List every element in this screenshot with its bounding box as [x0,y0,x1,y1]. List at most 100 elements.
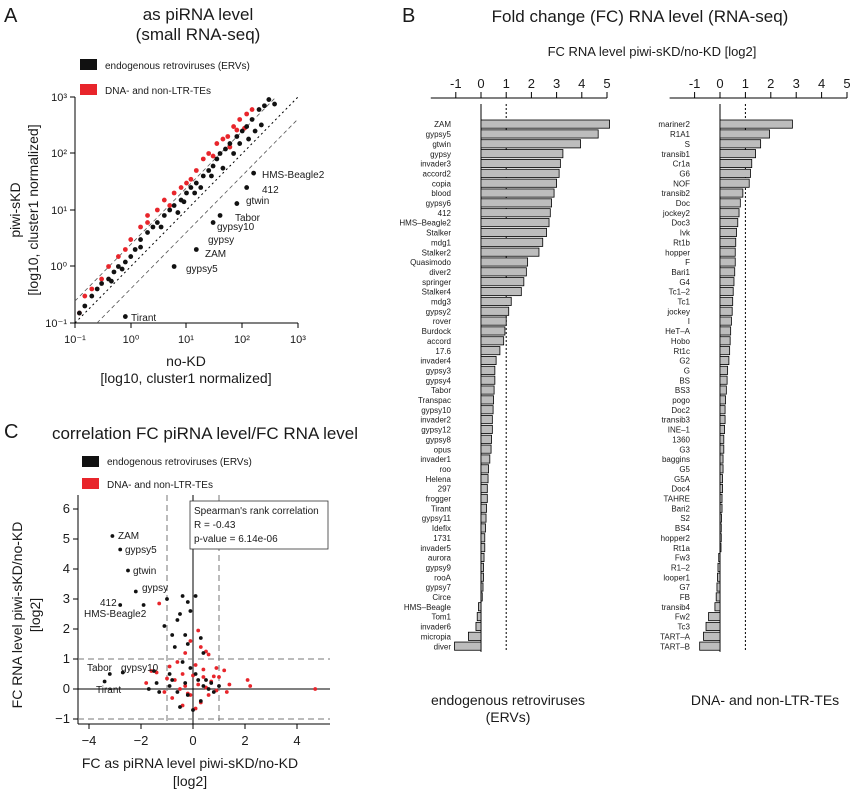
panel-c-erv-point [209,681,214,685]
panel-a-dna-point [237,117,243,122]
panel-c-erv-point [180,594,185,598]
panel-b-dna-bar [719,474,723,484]
panel-b-dna-tick-label: 3 [793,76,800,91]
panel-b-dna-bar [719,237,737,247]
panel-a-erv-point [239,128,245,134]
panel-a-erv-point [231,151,237,156]
panel-b-dna-bar [719,158,753,168]
panel-b-erv-bar [480,168,560,178]
panel-c-dna-point [193,663,198,667]
panel-c-erv-point [191,708,195,712]
panel-c-erv-point [183,633,188,637]
panel-b-erv-tick-label: 1 [503,76,510,91]
panel-b-erv-bar [475,621,482,631]
panel-b-dna-bar [719,434,725,444]
panel-a-erv-point [193,180,199,186]
panel-a-dna-point [171,190,177,196]
panel-c-dna-point [149,669,154,673]
panel-b-dna-bar [719,306,733,316]
panel-a-erv-point [244,124,250,129]
panel-b-erv-bar [480,533,486,543]
panel-c-erv-point [196,678,201,682]
panel-b-erv-bar [480,119,610,129]
panel-b-dna-tick-label: -1 [689,76,701,91]
panel-a-labeled-point [217,213,223,218]
panel-c-ytick-7: 6 [63,501,70,516]
panel-c-erv-point [201,684,206,688]
panel-b-dna-bar-label: INE–1 [668,426,691,435]
panel-b-erv-bar-label: Stalker [426,229,451,238]
panel-b-dna-bar-label: Tc3 [678,623,691,632]
panel-b-erv-bar-label: 1731 [433,534,451,543]
panel-b-dna-bar [705,621,721,631]
panel-b-erv-tick-label: -1 [450,76,462,91]
panel-b-erv-bar-label: invader5 [420,544,451,553]
panel-b-erv-bar-label: copia [432,179,452,188]
panel-b-erv-bar-label: gypsy2 [426,307,452,316]
panel-b-dna-bar [716,582,721,592]
panel-a-xtick-4: 10³ [290,334,306,346]
panel-b-erv-bar [454,641,482,651]
panel-b-dna-bar-label: BS [679,376,690,385]
panel-b-erv-bar [480,375,496,385]
panel-b-dna-bar-label: G4 [679,278,690,287]
panel-b-erv-bar [480,139,581,149]
panel-b-erv-bar [480,208,551,218]
panel-a-dna-point [249,107,255,112]
panel-a-dna-point [214,141,220,146]
panel-b-erv-bar-label: Transpac [418,396,451,405]
panel-c-erv-point [198,636,203,640]
panel-b-erv-bar-label: 17.6 [435,347,451,356]
panel-a-xtick-0: 10⁻¹ [64,334,86,346]
panel-a-dna-point [128,237,134,242]
annot-gypsy: gypsy [208,235,234,246]
panel-a-erv-point [138,244,143,250]
panel-c-erv-point [133,589,138,594]
panel-b-dna-bar-label: Doc4 [671,485,690,494]
panel-b-dna-bar [719,149,756,159]
panel-a-ytick-2: 10¹ [51,205,67,217]
panel-c-erv-point [167,672,172,676]
panel-b-dna-bar-label: G6 [679,169,690,178]
panel-b-erv-bar [480,178,557,188]
panel-b-dna-tick-label: 0 [716,76,723,91]
panel-b-dna-tick-label: 4 [818,76,825,91]
c-annot-412: 412 [100,598,117,609]
panel-b-erv-bar [480,237,544,247]
panel-c-dna-point [224,690,229,694]
panel-b-dna-bar-label: hopper2 [661,534,691,543]
panel-c-xtick-0: −4 [82,733,97,748]
panel-b-erv-bar-label: gypsy12 [421,426,451,435]
panel-a-dna-point [122,247,128,252]
panel-c-erv-point [178,705,182,709]
panel-a-erv-point [246,136,252,142]
panel-c-xtick-4: 4 [293,733,300,748]
panel-c-ytick-2: 1 [63,651,70,666]
panel-a-erv-point [175,210,181,215]
panel-c-dna-point [157,601,162,606]
panel-a-dna-point [200,156,206,162]
panel-b-dna-bar [719,464,724,474]
panel-b-dna-bar-label: Hobo [671,337,691,346]
panel-a-annotations: HMS-Beagle2 412 gtwin Tabor gypsy10 gyps… [131,170,325,324]
panel-a-erv-point [272,101,277,107]
panel-b-erv-tick-label: 0 [477,76,484,91]
panel-b-erv-bar-label: rooA [434,573,452,582]
panel-c-erv-point [180,660,185,664]
panel-c-dna-point [313,687,318,691]
panel-b-dna-tick-label: 1 [742,76,749,91]
panel-c-erv-point [172,645,177,649]
panel-b-erv-bar [480,415,493,425]
panel-c-dna-point [201,675,206,679]
panel-a-erv-point [138,237,143,242]
panel-a-labeled-point [171,264,177,269]
panel-c-erv-point [185,693,190,697]
panel-b-erv-bar-label: HMS–Beagle [404,603,452,612]
panel-b-erv-bar-label: mdg1 [431,238,452,247]
panel-a-legend-erv-swatch [80,59,97,70]
panel-b-dna-bar [719,355,730,365]
panel-c-dna-point [214,666,219,670]
panel-b-erv-bar-label: diver2 [429,268,451,277]
panel-b-erv-bar [480,277,525,287]
panel-b-erv-bar [480,227,547,237]
